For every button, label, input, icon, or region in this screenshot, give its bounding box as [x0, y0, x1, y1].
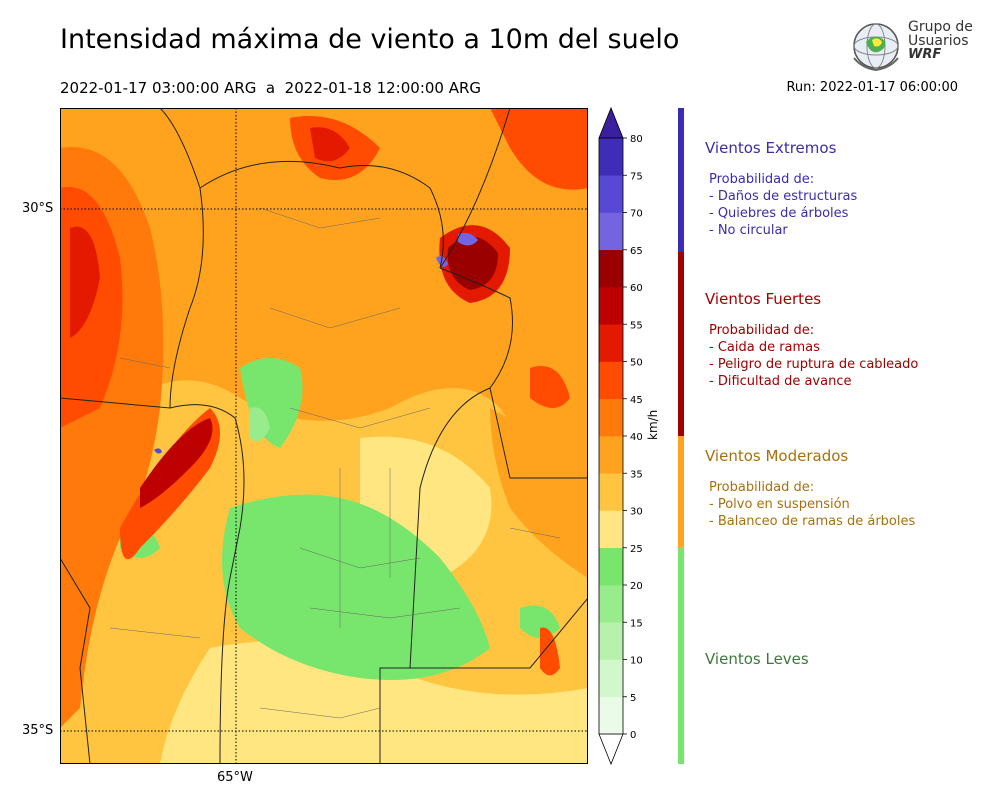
colorbar-tick-label: 35	[630, 469, 643, 480]
colorbar-segment	[599, 212, 623, 251]
colorbar-tick-label: 75	[630, 171, 643, 182]
colorbar-extend-bottom	[598, 733, 624, 766]
department-lines	[109, 207, 561, 719]
zone-ne-red	[490, 108, 588, 190]
category-line: - Peligro de ruptura de cableado	[709, 357, 919, 372]
graticule	[60, 108, 588, 764]
colorbar-tick-label: 15	[630, 618, 643, 629]
wrf-logo: Grupo de Usuarios WRF	[848, 18, 978, 74]
colorbar-segment	[599, 696, 623, 735]
category-strip	[678, 252, 684, 436]
colorbar-segment	[599, 398, 623, 437]
category-line: Probabilidad de:	[709, 323, 815, 338]
colorbar-tick-label: 60	[630, 283, 643, 294]
zone-east-orange	[490, 408, 588, 578]
zone-north-dark	[310, 127, 350, 162]
zone-west-dark	[70, 226, 100, 338]
logo-line-3: WRF	[908, 47, 942, 62]
colorbar: 0 5 10 15 20 25 30 35 40 45 50 55 60 65 70 75 80	[598, 106, 643, 766]
province-borders	[60, 108, 588, 764]
lon-label-65w: 65°W	[217, 770, 253, 785]
category-title: Vientos Extremos	[705, 139, 837, 157]
run-time: Run: 2022-01-17 06:00:00	[786, 80, 958, 95]
zone-ridge-dark	[140, 418, 213, 508]
colorbar-tick-label: 5	[630, 693, 636, 704]
zone-storm-extreme-2	[458, 232, 478, 246]
zone-moderate-strong	[60, 108, 588, 448]
colorbar-unit: km/h	[646, 409, 660, 440]
colorbar-extend-top	[598, 106, 624, 139]
zone-east-red	[530, 366, 570, 408]
category-description: Probabilidad de: - Polvo en suspensión - B…	[709, 479, 915, 530]
category-title: Vientos Moderados	[705, 447, 849, 465]
colorbar-tick-label: 45	[630, 395, 643, 406]
zone-green-center	[222, 494, 490, 680]
colorbar-tick-label: 25	[630, 544, 643, 555]
category-description: Probabilidad de: - Caida de ramas - Peligr…	[709, 322, 918, 390]
category-line: - Daños de estructuras	[709, 189, 858, 204]
category-line: - No circular	[709, 223, 788, 238]
category-title: Vientos Leves	[705, 650, 809, 668]
colorbar-segment	[599, 510, 623, 549]
page-title: Intensidad máxima de viento a 10m del su…	[60, 24, 680, 55]
category-strip	[678, 547, 684, 764]
globe-icon	[853, 23, 899, 72]
colorbar-tick-label: 40	[630, 432, 643, 443]
colorbar-tick-label: 65	[630, 246, 643, 257]
colorbar-segment	[599, 324, 623, 362]
zone-se-red	[540, 627, 560, 676]
colorbar-segment	[599, 436, 623, 474]
category-line: Probabilidad de:	[709, 172, 815, 187]
colorbar-tick-label: 20	[630, 581, 643, 592]
colorbar-segment	[599, 547, 623, 586]
colorbar-segment	[599, 585, 623, 623]
logo-line-2: Usuarios	[908, 33, 969, 49]
category-line: - Balanceo de ramas de árboles	[709, 514, 916, 529]
colorbar-tick-label: 10	[630, 656, 643, 667]
colorbar-segment	[599, 473, 623, 511]
logo-line-1: Grupo de	[908, 19, 973, 35]
zone-south-yellow	[160, 641, 588, 764]
zone-green-light	[250, 407, 270, 442]
colorbar-segment	[599, 361, 623, 400]
lat-label-35s: 35°S	[22, 723, 54, 738]
category-strip	[678, 108, 684, 252]
colorbar-segment	[599, 659, 623, 698]
colorbar-segment	[599, 287, 623, 325]
period-range: 2022-01-17 03:00:00 ARG a 2022-01-18 12:…	[60, 79, 482, 97]
zone-ridge-extreme	[154, 448, 162, 454]
colorbar-tick-label: 55	[630, 320, 643, 331]
category-line: - Dificultad de avance	[709, 374, 852, 389]
colorbar-segment	[599, 622, 623, 660]
colorbar-tick-label: 70	[630, 209, 643, 220]
category-line: Probabilidad de:	[709, 480, 815, 495]
colorbar-segment	[599, 249, 623, 288]
category-block: Vientos Moderados Probabilidad de: - Polvo…	[705, 447, 915, 530]
zone-green-north	[240, 358, 303, 448]
category-block: Vientos Fuertes Probabilidad de: - Caida d…	[705, 290, 918, 390]
lat-label-30s: 30°S	[22, 201, 54, 216]
category-title: Vientos Fuertes	[705, 290, 822, 308]
category-strip	[678, 436, 684, 547]
colorbar-segment	[599, 138, 623, 176]
category-block: Vientos Extremos Probabilidad de: - Daños …	[705, 139, 857, 239]
category-line: - Polvo en suspensión	[709, 497, 850, 512]
category-line: - Caida de ramas	[709, 340, 820, 355]
colorbar-tick-label: 30	[630, 507, 643, 518]
map-frame	[60, 108, 588, 764]
zone-green-east	[520, 605, 560, 638]
colorbar-tick-label: 0	[630, 730, 636, 741]
zone-storm-extreme-1	[436, 256, 448, 267]
category-line: - Quiebres de árboles	[709, 206, 849, 221]
wind-map	[60, 108, 588, 764]
colorbar-tick-label: 50	[630, 358, 643, 369]
colorbar-tick-label: 80	[630, 134, 643, 145]
colorbar-segment	[599, 175, 623, 213]
category-description: Probabilidad de: - Daños de estructuras - …	[709, 171, 857, 239]
category-block: Vientos Leves	[705, 650, 809, 668]
